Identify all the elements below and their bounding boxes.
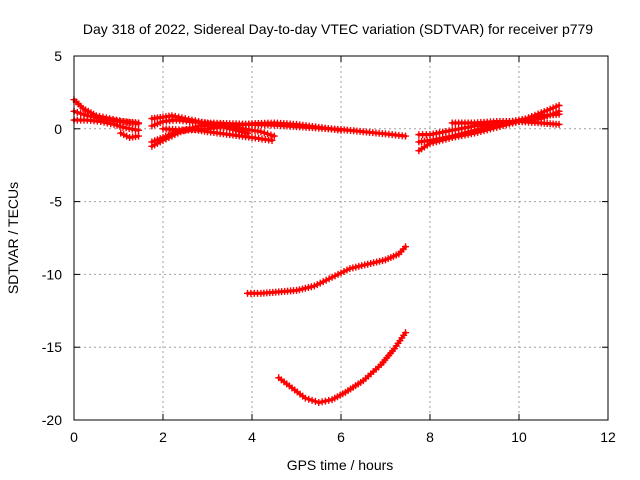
grid [74,56,608,420]
plot-frame [73,55,609,421]
data-point-markers [117,129,143,142]
y-axis-label: SDTVAR / TECUs [5,182,21,294]
x-tick-label: 6 [337,429,345,445]
series-pass-5 [275,329,410,407]
y-tick-label: -15 [42,339,62,355]
data-point-markers [275,329,410,407]
y-tick-label: 5 [54,48,62,64]
y-tick-label: 0 [54,121,62,137]
series-pass-2e [159,119,345,134]
series-line [245,245,408,295]
x-tick-label: 12 [600,429,616,445]
tick-labels: 0 2 4 6 8 10 12 5 0 -5 -10 -15 -20 [42,48,616,445]
x-tick-label: 8 [426,429,434,445]
series-pass-3d [448,118,563,128]
y-tick-label: -5 [50,194,63,210]
data-point-markers [244,243,410,297]
y-tick-label: -20 [42,412,62,428]
data-point-markers [448,118,563,128]
x-tick-label: 4 [248,429,256,445]
x-tick-label: 2 [159,429,167,445]
series-group [70,96,563,407]
x-tick-label: 10 [511,429,527,445]
series-pass-3c [415,110,563,146]
chart-title: Day 318 of 2022, Sidereal Day-to-day VTE… [83,21,593,37]
series-pass-4 [244,243,410,297]
data-point-markers [159,119,345,134]
x-tick-label: 0 [70,429,78,445]
series-pass-1d [117,129,143,142]
x-axis-label: GPS time / hours [287,457,394,473]
series-line [277,331,408,405]
y-tick-label: -10 [42,266,62,282]
